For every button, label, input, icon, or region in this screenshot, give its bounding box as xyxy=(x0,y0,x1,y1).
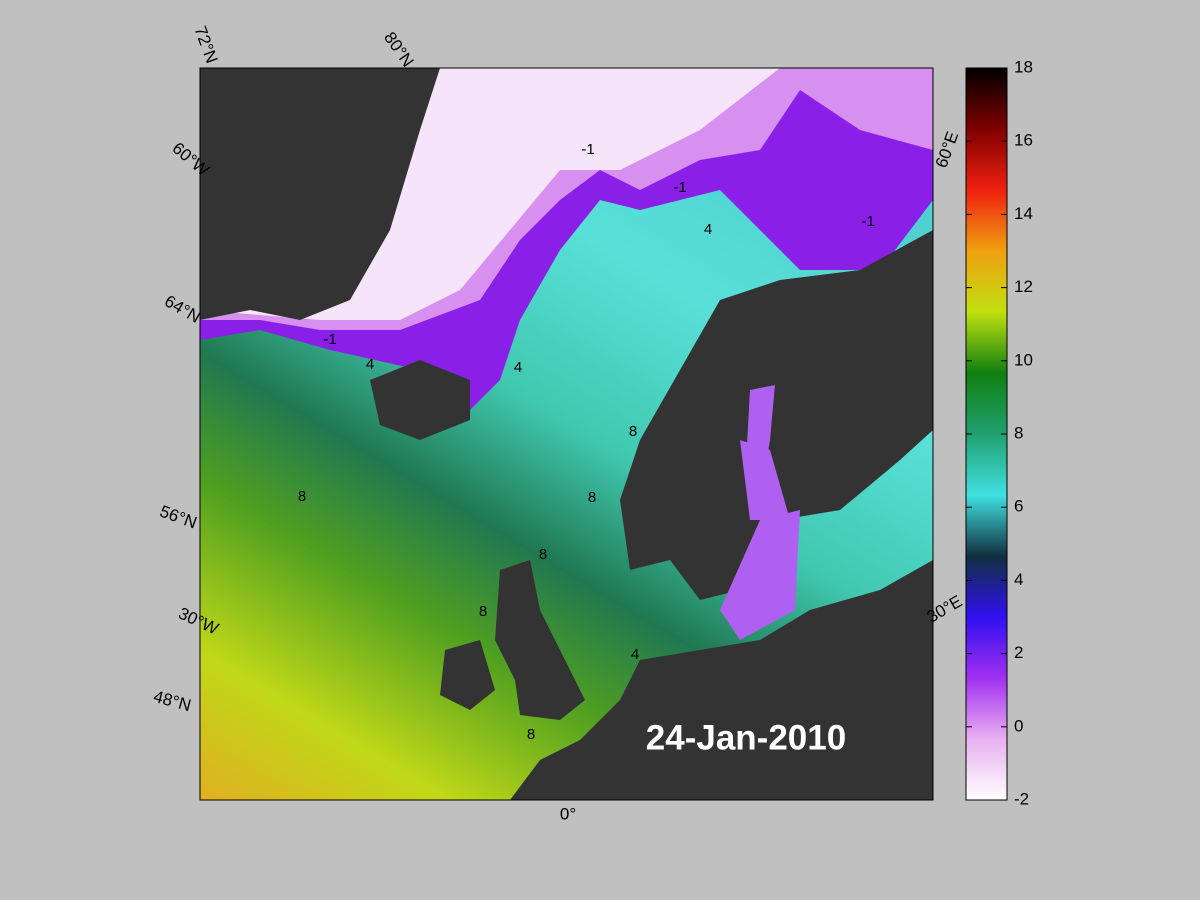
contour-label: -1 xyxy=(323,331,336,348)
contour-label: -1 xyxy=(861,213,874,230)
contour-label: 8 xyxy=(479,603,487,620)
land-europe xyxy=(510,560,933,800)
contour-label: 4 xyxy=(514,359,522,376)
baltic-sea xyxy=(720,385,800,640)
colorbar-tick-label: 10 xyxy=(1014,350,1033,369)
map-panel xyxy=(199,67,934,801)
map-frame xyxy=(199,67,934,801)
land-greenland xyxy=(200,68,440,320)
colorbar-tick-label: -2 xyxy=(1014,789,1029,808)
contour-label: 8 xyxy=(539,546,547,563)
land-scandinavia xyxy=(620,230,933,600)
land-ireland xyxy=(440,640,495,710)
latitude-label: 48°N xyxy=(151,687,193,715)
colorbar-tick-label: 2 xyxy=(1014,643,1023,662)
colorbar-tick-label: 14 xyxy=(1014,204,1033,223)
land-britain xyxy=(495,560,585,720)
contour-label: 4 xyxy=(631,646,639,663)
latitude-label: 72°N xyxy=(191,24,222,66)
colorbar-tick-label: 6 xyxy=(1014,497,1023,516)
colorbar-tick-label: 18 xyxy=(1014,57,1033,76)
contour-label: 8 xyxy=(527,726,535,743)
colorbar-tick-label: 12 xyxy=(1014,277,1033,296)
contour-label: 4 xyxy=(366,356,374,373)
latitude-label: 64°N xyxy=(161,291,203,326)
land-iceland xyxy=(370,360,470,440)
contour-label: 8 xyxy=(629,423,637,440)
colorbar xyxy=(965,67,1008,801)
contour-label: 4 xyxy=(704,221,712,238)
colorbar-tick-label: 0 xyxy=(1014,716,1023,735)
latitude-label: 80°N xyxy=(380,28,417,70)
contour-label: -1 xyxy=(581,141,594,158)
longitude-label: 0° xyxy=(560,804,576,823)
date-label: 24-Jan-2010 xyxy=(646,718,846,757)
contour-label: -1 xyxy=(673,179,686,196)
latitude-label: 56°N xyxy=(157,502,199,533)
colorbar-tick-label: 16 xyxy=(1014,131,1033,150)
colorbar-tick-label: 4 xyxy=(1014,570,1023,589)
contour-label: 8 xyxy=(588,489,596,506)
colorbar-tick-label: 8 xyxy=(1014,423,1023,442)
longitude-label: 60°E xyxy=(932,129,963,170)
contour-label: 8 xyxy=(298,488,306,505)
